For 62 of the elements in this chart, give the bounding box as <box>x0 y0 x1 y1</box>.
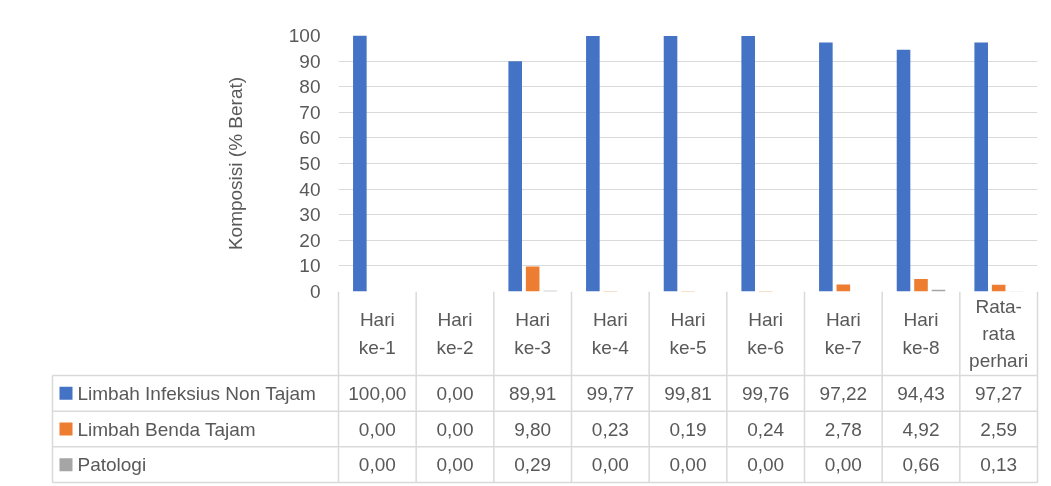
data-label: 0,66 <box>902 454 940 476</box>
data-label: 0,19 <box>669 418 707 440</box>
data-label: 99,81 <box>664 382 712 404</box>
bar <box>914 278 928 292</box>
data-label: 2,78 <box>824 418 862 440</box>
y-tick-label: 40 <box>299 178 321 200</box>
y-tick-label: 90 <box>299 50 321 72</box>
data-label: 99,77 <box>586 382 635 404</box>
x-tick-label: Hari ke-8 <box>902 309 940 358</box>
y-tick-label: 80 <box>299 76 321 98</box>
data-label: 99,76 <box>741 382 790 404</box>
x-tick-label: Rata-rata perhari <box>969 295 1029 372</box>
bar <box>586 36 600 292</box>
bar <box>525 266 540 292</box>
x-tick-label: Hari ke-6 <box>747 309 785 358</box>
data-label: 9,80 <box>514 418 552 440</box>
data-label: 97,22 <box>819 382 868 404</box>
data-label: 0,00 <box>436 382 474 404</box>
legend-label: Limbah Infeksius Non Tajam <box>77 382 316 404</box>
y-tick-label: 50 <box>299 153 321 174</box>
data-label: 2,59 <box>980 418 1018 440</box>
data-label: 0,00 <box>436 454 474 476</box>
data-label: 0,00 <box>669 454 707 476</box>
data-label: 94,43 <box>897 382 945 404</box>
y-tick-label: 20 <box>299 229 321 251</box>
data-label: 0,13 <box>980 454 1018 476</box>
y-tick-label: 10 <box>299 255 321 277</box>
legend-label: Patologi <box>77 454 147 476</box>
bar <box>896 49 911 292</box>
x-tick-label: Hari ke-3 <box>514 309 552 358</box>
y-tick-label: 30 <box>299 204 321 226</box>
data-label: 0,00 <box>436 418 474 440</box>
data-label: 100,00 <box>348 382 407 404</box>
bar <box>974 42 988 292</box>
data-label: 97,27 <box>974 382 1023 404</box>
data-label: 0,23 <box>591 418 629 440</box>
x-tick-label: Hari ke-5 <box>669 309 707 358</box>
y-tick-label: 70 <box>299 101 321 123</box>
bar <box>508 61 522 292</box>
y-axis-title: Komposisi (% Berat) <box>224 76 246 251</box>
data-label: 0,00 <box>358 418 396 440</box>
y-tick-label: 0 <box>309 281 321 302</box>
data-label: 0,00 <box>824 454 862 476</box>
data-label: 89,91 <box>508 382 557 404</box>
bar <box>663 35 678 292</box>
x-tick-label: Hari ke-1 <box>358 309 396 358</box>
bar <box>741 36 755 292</box>
x-tick-label: Hari ke-2 <box>436 309 474 358</box>
bar <box>819 42 833 292</box>
data-label: 0,00 <box>747 454 785 476</box>
bar <box>836 284 851 292</box>
y-tick-label: 100 <box>288 25 321 46</box>
data-label: 0,24 <box>747 418 785 440</box>
data-label: 0,29 <box>514 454 552 476</box>
x-tick-label: Hari ke-7 <box>824 309 862 358</box>
bar <box>353 35 367 292</box>
data-label: 4,92 <box>902 418 940 440</box>
legend-label: Limbah Benda Tajam <box>77 418 256 440</box>
data-label: 0,00 <box>358 454 396 476</box>
data-label: 0,00 <box>591 454 629 476</box>
y-tick-label: 60 <box>299 127 321 149</box>
x-tick-label: Hari ke-4 <box>591 309 630 358</box>
